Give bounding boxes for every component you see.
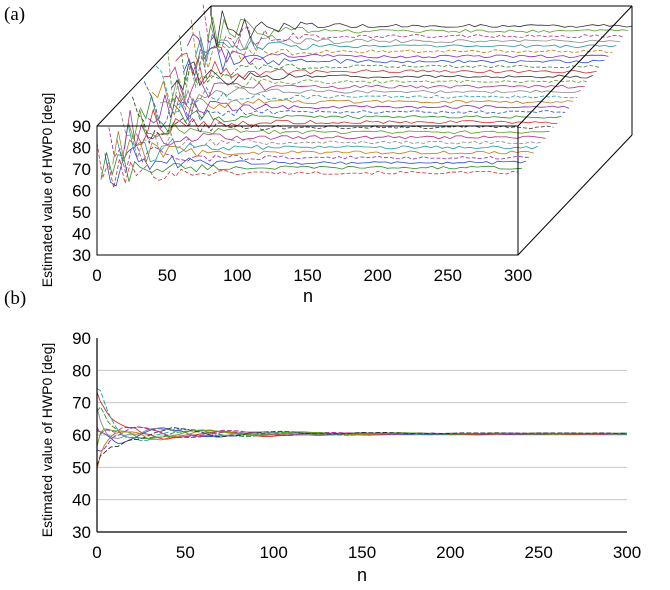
panel-a-series-line <box>120 111 542 160</box>
panel-a-series-line <box>206 16 629 48</box>
panel-a-series-line <box>202 4 625 55</box>
panel-b-y-tick-label: 50 <box>72 458 91 477</box>
panel-b-series-line <box>96 427 628 466</box>
panel-a-series-line <box>124 110 546 150</box>
panel-b-y-tick-label: 30 <box>72 523 91 542</box>
panel-a-series-line <box>112 131 534 165</box>
panel-b-series-lines <box>96 388 628 470</box>
box-front-face <box>96 125 519 256</box>
panel-a-series-line <box>159 79 582 109</box>
panel-a-series-line <box>155 65 578 114</box>
panel-a-x-tick-label: 250 <box>434 266 462 285</box>
box-edge-top-left <box>96 5 212 127</box>
panel-a-series-line <box>116 123 538 163</box>
panel-b-axes <box>96 338 627 533</box>
panel-b-x-tick-label: 50 <box>176 543 195 562</box>
panel-a-y-axis-label: Estimated value of HWP0 [deg] <box>39 93 55 288</box>
panel-a-series-line <box>104 146 527 187</box>
panel-a-y-tick-label: 90 <box>72 117 91 136</box>
panel-a-y-tick-label: 40 <box>72 225 91 244</box>
box-edge-bottom-right <box>517 134 633 256</box>
panel-a-y-tick-label: 30 <box>72 246 91 265</box>
panel-a-y-tick-label: 50 <box>72 203 91 222</box>
panel-b-x-tick-label: 0 <box>92 543 101 562</box>
panel-b-y-tick-label: 60 <box>72 426 91 445</box>
panel-a-x-tick-labels: 0 50 100 150 200 250 300 <box>92 266 532 285</box>
panel-b-series-line <box>96 429 628 470</box>
panel-a-y-tick-label: 60 <box>72 182 91 201</box>
panel-a-series-line <box>96 142 519 188</box>
panel-a-series-lines <box>96 4 633 188</box>
panel-b-x-tick-label: 250 <box>524 543 552 562</box>
panel-a-series-line <box>179 35 601 85</box>
panel-a-series-line <box>210 10 633 47</box>
panel-a-box-back <box>210 5 632 16</box>
panel-a-x-tick-label: 100 <box>223 266 251 285</box>
panel-a-series-line <box>167 50 589 106</box>
panel-a-box-front <box>96 5 633 256</box>
panel-b-y-tick-label: 90 <box>72 329 91 348</box>
box-edge-top-right <box>517 5 633 127</box>
panel-a-series-line <box>175 52 597 85</box>
panel-a-series-line <box>163 66 585 107</box>
panel-a-series-line <box>143 81 566 129</box>
panel-b-x-axis-label: n <box>357 565 367 585</box>
panel-b-y-tick-labels: 30 40 50 60 70 80 90 <box>72 329 91 542</box>
panel-a-series-line <box>187 33 609 65</box>
panel-b-x-tick-label: 150 <box>348 543 376 562</box>
panel-a-series-line <box>100 152 522 182</box>
panel-b-y-tick-label: 40 <box>72 491 91 510</box>
panel-a-x-tick-label: 300 <box>504 266 532 285</box>
panel-a-series-line <box>108 127 530 173</box>
panel-b-x-tick-label: 100 <box>259 543 287 562</box>
panel-a-letter: (a) <box>4 4 25 25</box>
panel-a-x-tick-label: 200 <box>363 266 391 285</box>
panel-b-x-tick-label: 200 <box>436 543 464 562</box>
panel-b-letter: (b) <box>4 288 26 309</box>
panel-a-x-axis-label: n <box>303 286 313 306</box>
panel-a-series-line <box>183 47 605 78</box>
panel-a-series-line <box>194 33 617 62</box>
panel-a-series-line <box>132 96 554 145</box>
panel-a-x-tick-label: 150 <box>293 266 321 285</box>
panel-b-y-tick-label: 70 <box>72 394 91 413</box>
panel-a-series-line <box>135 108 558 145</box>
panel-a-x-tick-label: 0 <box>92 266 101 285</box>
panel-b-x-tick-labels: 0 50 100 150 200 250 300 <box>92 543 641 562</box>
panel-b-y-tick-label: 80 <box>72 361 91 380</box>
panel-b-series-line <box>96 427 628 444</box>
panel-a-series-line <box>151 79 574 116</box>
panel-a-y-tick-label: 80 <box>72 139 91 158</box>
panel-a-series-line <box>139 95 562 133</box>
panel-a-x-tick-label: 50 <box>158 266 177 285</box>
panel-a-y-tick-label: 70 <box>72 160 91 179</box>
panel-b-y-axis-label: Estimated value of HWP0 [deg] <box>39 343 55 538</box>
panel-a-y-tick-labels: 30 40 50 60 70 80 90 <box>72 117 91 265</box>
panel-a-series-line <box>147 94 570 124</box>
panel-b-x-tick-label: 300 <box>613 543 641 562</box>
